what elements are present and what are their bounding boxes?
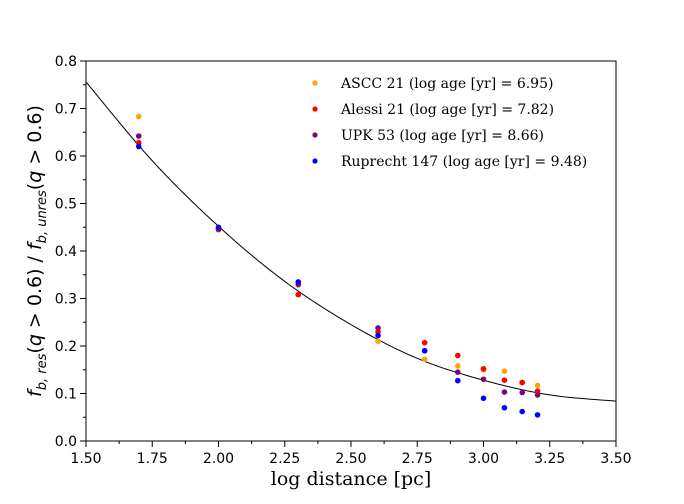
data-points [135, 113, 541, 418]
legend-marker-3 [312, 158, 318, 164]
legend-marker-2 [312, 132, 318, 138]
x-tick-label: 2.25 [269, 451, 300, 467]
point-series-3 [375, 332, 381, 339]
x-tick-label: 2.50 [335, 451, 366, 467]
point-series-3 [480, 395, 487, 402]
x-axis-label: log distance [pc] [271, 468, 431, 490]
point-series-0 [421, 356, 428, 363]
point-series-3 [455, 377, 461, 384]
legend-label-2: UPK 53 (log age [yr] = 8.66) [341, 128, 544, 144]
point-series-1 [519, 379, 525, 386]
axis-ticks: 1.50 1.75 2.00 2.25 2.50 2.75 3.00 3.25 3.50 0.0 0… [55, 54, 632, 467]
x-tick-label: 1.75 [137, 451, 168, 467]
y-tick-label: 0.1 [55, 387, 77, 403]
plot-frame [85, 60, 617, 442]
point-series-3 [534, 412, 541, 418]
svg-text:fb, res(q > 0.6) / fb, unres(q: fb, res(q > 0.6) / fb, unres(q > 0.6) [24, 105, 50, 397]
legend-marker-0 [312, 80, 318, 86]
point-series-2 [135, 133, 142, 139]
point-series-2 [519, 389, 525, 396]
x-tick-label: 1.50 [70, 451, 101, 467]
y-tick-label: 0.0 [55, 434, 77, 450]
fit-curve [86, 81, 616, 402]
point-series-1 [421, 339, 428, 346]
y-tick-label: 0.5 [55, 197, 77, 213]
x-tick-label: 2.00 [203, 451, 234, 467]
y-tick-label: 0.2 [55, 339, 77, 355]
point-series-0 [455, 363, 461, 369]
point-series-1 [480, 366, 487, 372]
point-series-2 [480, 376, 487, 383]
x-tick-label: 3.00 [468, 451, 499, 467]
point-series-0 [375, 338, 381, 345]
legend-marker-1 [312, 106, 318, 112]
y-tick-label: 0.6 [55, 149, 77, 165]
point-series-2 [375, 325, 381, 331]
point-series-2 [501, 389, 508, 395]
point-series-3 [295, 279, 302, 285]
point-series-1 [295, 291, 302, 298]
point-series-3 [501, 404, 508, 411]
legend: ASCC 21 (log age [yr] = 6.95) Alessi 21 … [312, 76, 587, 170]
legend-label-3: Ruprecht 147 (log age [yr] = 9.48) [341, 154, 587, 170]
y-tick-label: 0.8 [55, 54, 77, 70]
plot-area [86, 81, 616, 418]
point-series-2 [534, 392, 541, 398]
y-tick-label: 0.3 [55, 292, 77, 308]
point-series-1 [455, 352, 461, 359]
point-series-3 [519, 408, 525, 415]
point-series-2 [455, 369, 461, 375]
x-tick-label: 3.50 [600, 451, 631, 467]
legend-label-1: Alessi 21 (log age [yr] = 7.82) [340, 102, 554, 118]
point-series-3 [421, 347, 428, 354]
point-series-0 [501, 368, 508, 374]
x-tick-label: 3.25 [534, 451, 565, 467]
x-tick-label: 2.75 [402, 451, 433, 467]
y-tick-label: 0.7 [55, 102, 77, 118]
point-series-3 [215, 224, 222, 231]
point-series-1 [501, 377, 508, 384]
y-tick-label: 0.4 [55, 244, 77, 260]
point-series-3 [135, 143, 142, 150]
point-series-0 [534, 382, 541, 389]
legend-label-0: ASCC 21 (log age [yr] = 6.95) [340, 76, 553, 92]
y-axis-label: fb, res(q > 0.6) / fb, unres(q > 0.6) [24, 105, 50, 397]
point-series-0 [135, 113, 142, 120]
